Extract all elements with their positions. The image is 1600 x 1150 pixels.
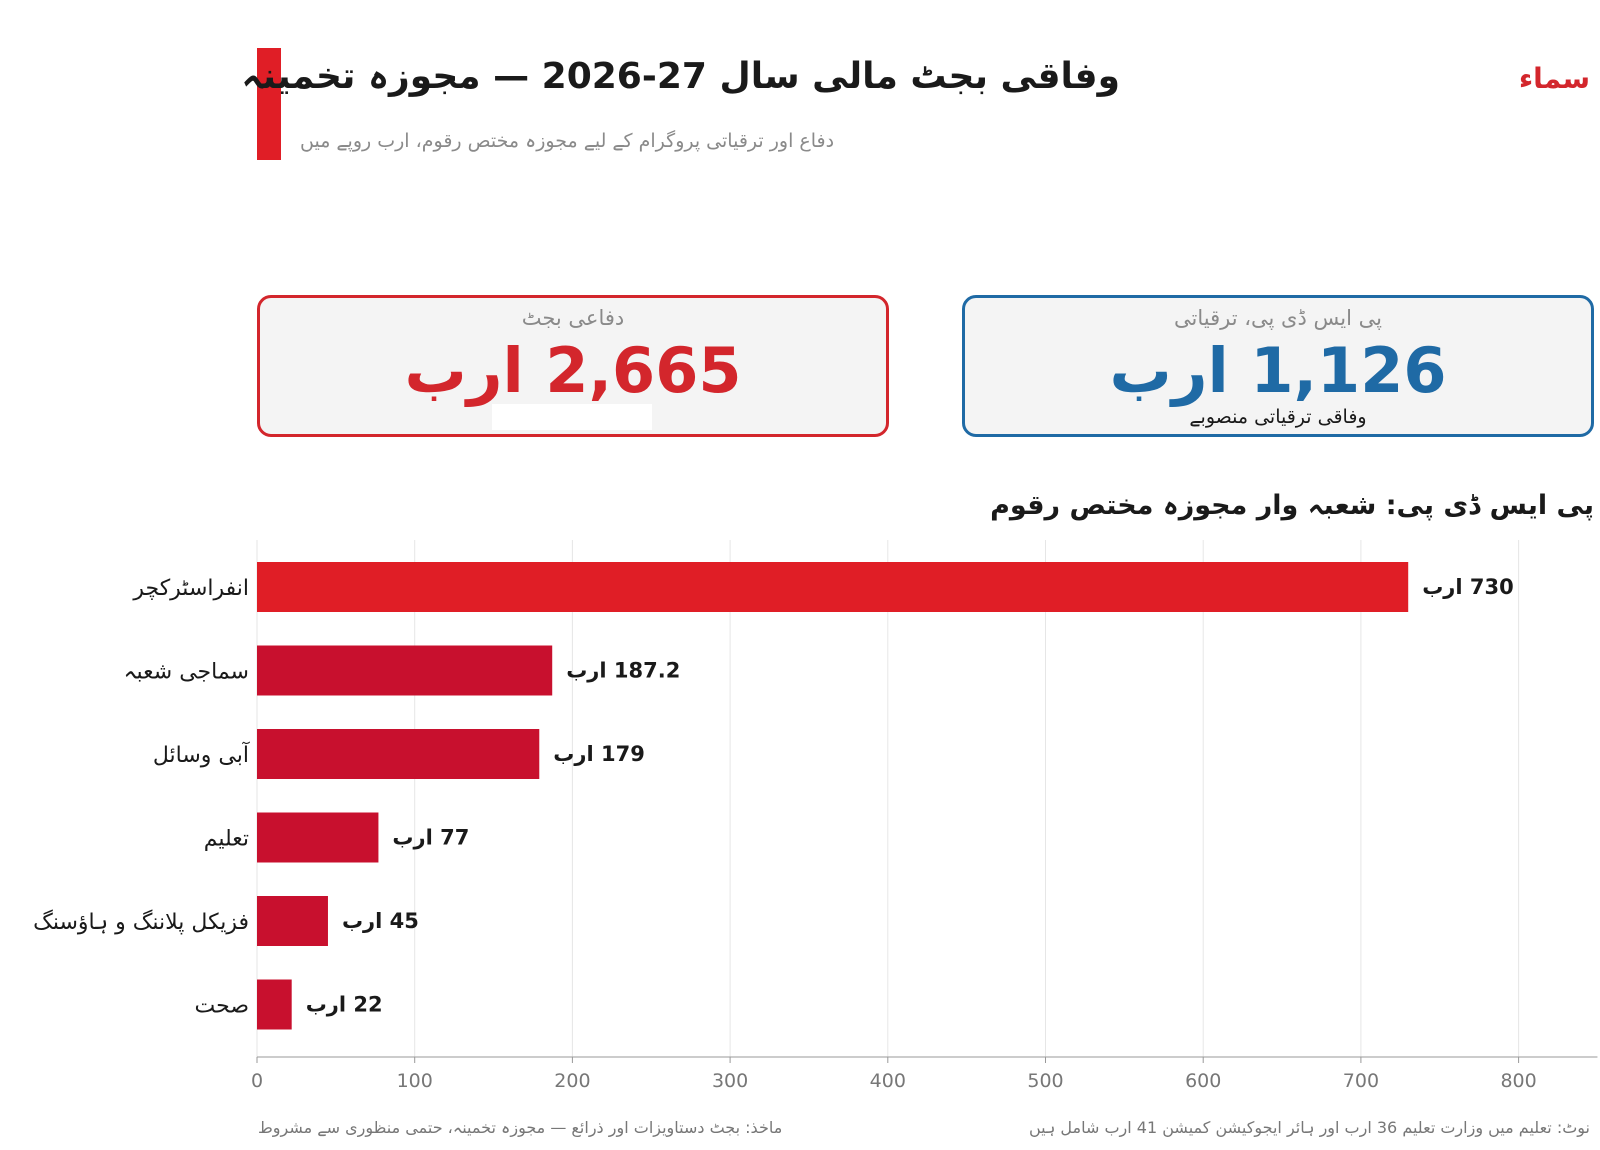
x-tick-label-700: 700	[1343, 1070, 1379, 1092]
bar-4	[257, 896, 328, 946]
psdp-card-label: پی ایس ڈی پی، ترقیاتی	[1174, 306, 1382, 330]
x-tick-label-400: 400	[870, 1070, 906, 1092]
title-accent-bar	[257, 48, 281, 160]
brand-logo: سماء	[1518, 62, 1590, 95]
bar-1	[257, 645, 553, 696]
bar-value-label-4: 45 ارب	[342, 909, 419, 933]
bar-value-label-0: 730 ارب	[1422, 575, 1514, 599]
category-label-0: انفراسٹرکچر	[132, 576, 249, 601]
x-tick-label-800: 800	[1500, 1070, 1536, 1092]
category-label-5: صحت	[195, 994, 249, 1019]
source-footnote: ماخذ: بجٹ دستاویزات اور ذرائع — مجوزہ تخ…	[258, 1118, 783, 1137]
x-tick-label-600: 600	[1185, 1070, 1221, 1092]
page-subtitle: دفاع اور ترقیاتی پروگرام کے لیے مجوزہ مخ…	[300, 130, 835, 152]
defense-budget-card: دفاعی بجٹ 2,665 ارب	[257, 295, 889, 437]
bar-3	[257, 812, 379, 863]
psdp-card: پی ایس ڈی پی، ترقیاتی 1,126 ارب وفاقی تر…	[962, 295, 1594, 437]
category-label-1: سماجی شعبہ	[124, 660, 249, 685]
defense-card-blank-patch	[492, 404, 652, 430]
x-tick-label-500: 500	[1027, 1070, 1063, 1092]
defense-card-value: 2,665 ارب	[404, 334, 742, 407]
bar-value-label-3: 77 ارب	[392, 826, 469, 850]
chart-section-title: پی ایس ڈی پی: شعبہ وار مجوزہ مختص رقوم	[990, 490, 1594, 521]
bar-value-label-1: 187.2 ارب	[566, 659, 680, 683]
bar-value-label-5: 22 ارب	[306, 993, 383, 1017]
psdp-card-subtitle: وفاقی ترقیاتی منصوبے	[1189, 406, 1367, 428]
category-label-3: تعلیم	[204, 827, 249, 852]
x-tick-label-300: 300	[712, 1070, 748, 1092]
defense-card-label: دفاعی بجٹ	[521, 306, 625, 330]
note-footnote: نوٹ: تعلیم میں وزارت تعلیم 36 ارب اور ہا…	[1028, 1118, 1590, 1137]
category-label-2: آبی وسائل	[153, 741, 250, 768]
x-tick-label-200: 200	[554, 1070, 590, 1092]
bar-2	[257, 729, 540, 779]
x-tick-label-0: 0	[251, 1070, 263, 1092]
page-title: وفاقی بجٹ مالی سال 27-2026 — مجوزہ تخمین…	[241, 56, 1120, 97]
bar-value-label-2: 179 ارب	[553, 742, 645, 766]
psdp-sector-bar-chart: 0 100 200 300 400 500 600 700 800 730 ارب انفراسٹر…	[33, 540, 1598, 1092]
psdp-card-value: 1,126 ارب	[1109, 334, 1447, 407]
category-label-4: فزیکل پلاننگ و ہاؤسنگ	[33, 909, 249, 935]
bar-5	[257, 979, 292, 1030]
bar-0	[257, 562, 1409, 612]
x-tick-label-100: 100	[397, 1070, 433, 1092]
